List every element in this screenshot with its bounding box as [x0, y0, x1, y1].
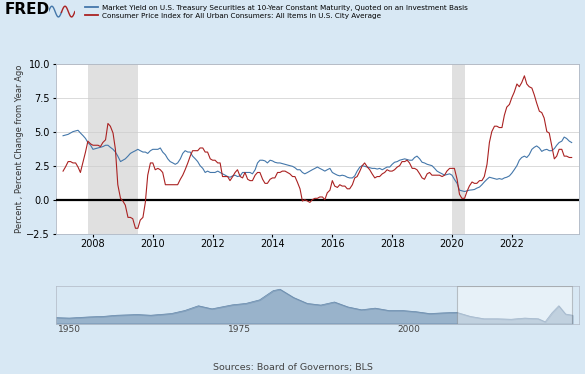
- Legend: Market Yield on U.S. Treasury Securities at 10-Year Constant Maturity, Quoted on: Market Yield on U.S. Treasury Securities…: [82, 2, 471, 21]
- Text: FRED: FRED: [5, 2, 50, 17]
- Bar: [88, 64, 138, 234]
- Y-axis label: Percent , Percent Change from Year Ago: Percent , Percent Change from Year Ago: [15, 64, 23, 233]
- Text: Sources: Board of Governors; BLS: Sources: Board of Governors; BLS: [212, 363, 373, 372]
- Bar: [457, 286, 572, 324]
- Bar: [452, 64, 464, 234]
